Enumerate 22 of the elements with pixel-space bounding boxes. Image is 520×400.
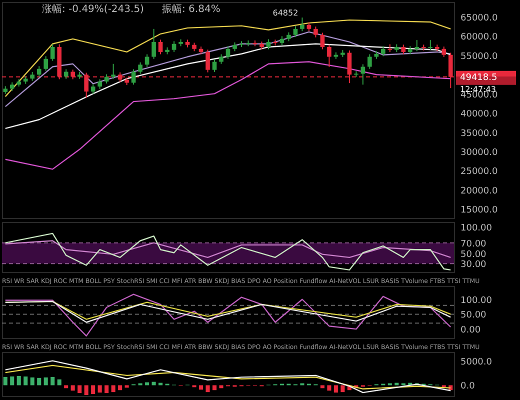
y-tick-label: 50.00 — [460, 250, 487, 260]
y-tick-label: 15000.0 — [460, 206, 498, 216]
y-tick-label: 60000.0 — [460, 32, 498, 43]
y-tick-label: 55000.0 — [460, 52, 498, 62]
annotation: 64852 — [272, 8, 298, 18]
y-tick-label: 40000.0 — [460, 110, 498, 120]
y-tick-label: 0.0 — [460, 382, 476, 392]
y-tick-label: 30000.0 — [460, 148, 498, 158]
y-tick-label: 0.00 — [460, 326, 481, 336]
y-tick-label: 100.00 — [460, 224, 492, 234]
y-tick-label: 30.00 — [460, 260, 487, 270]
y-tick-label: 25000.0 — [460, 167, 498, 178]
y-tick-label: 5000.0 — [460, 357, 492, 368]
y-tick-label: 70.00 — [460, 239, 487, 250]
ref-line-label: 49418.5 — [460, 72, 498, 83]
annotation: 振幅: 6.84% — [162, 3, 220, 15]
y-tick-label: 100.00 — [460, 296, 492, 306]
y-tick-label: 65000.0 — [460, 13, 498, 24]
y-tick-label: 50.00 — [460, 310, 487, 321]
y-tick-label: 20000.0 — [460, 186, 498, 196]
annotation: 涨幅: -0.49%(-243.5) — [42, 3, 144, 15]
y-tick-label: 35000.0 — [460, 128, 498, 139]
